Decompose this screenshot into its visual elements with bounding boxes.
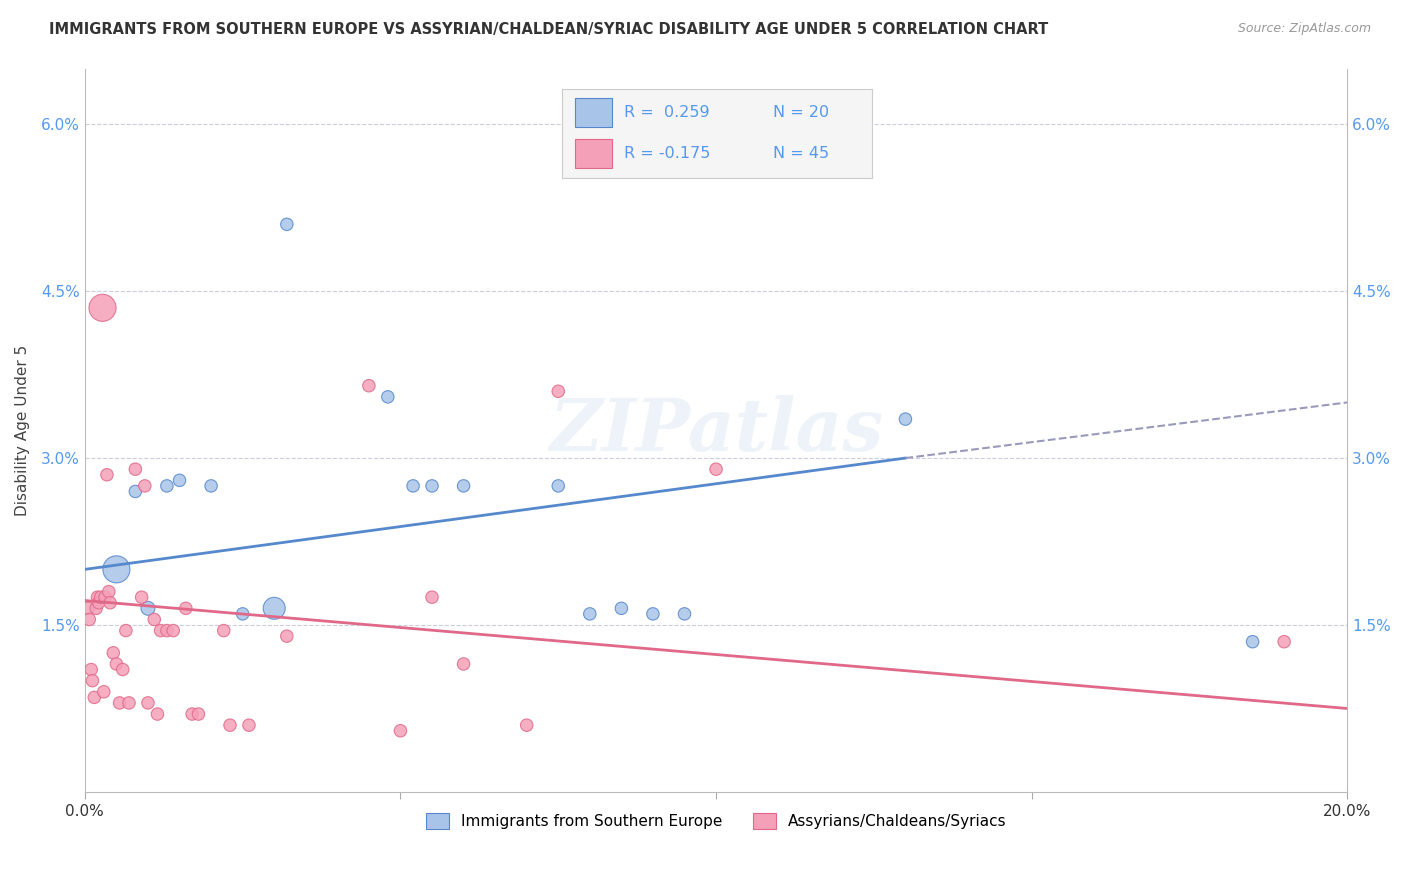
Point	[149, 624, 172, 638]
Point	[276, 217, 298, 231]
Point	[453, 479, 475, 493]
Point	[96, 467, 118, 482]
Point	[84, 601, 107, 615]
Text: Source: ZipAtlas.com: Source: ZipAtlas.com	[1237, 22, 1371, 36]
Point	[704, 462, 727, 476]
Point	[87, 596, 110, 610]
Point	[219, 718, 242, 732]
Point	[377, 390, 399, 404]
Point	[174, 601, 197, 615]
Point	[169, 473, 191, 487]
Point	[1272, 634, 1295, 648]
Point	[673, 607, 696, 621]
Point	[105, 562, 128, 576]
Point	[91, 301, 114, 315]
Point	[200, 479, 222, 493]
Point	[420, 590, 443, 604]
Point	[357, 378, 380, 392]
Text: R =  0.259: R = 0.259	[624, 105, 710, 120]
Point	[547, 384, 569, 399]
FancyBboxPatch shape	[575, 98, 612, 127]
Point	[156, 479, 179, 493]
Point	[516, 718, 538, 732]
Point	[232, 607, 254, 621]
Point	[402, 479, 425, 493]
Point	[115, 624, 138, 638]
Legend: Immigrants from Southern Europe, Assyrians/Chaldeans/Syriacs: Immigrants from Southern Europe, Assyria…	[419, 806, 1012, 835]
Point	[578, 607, 600, 621]
Point	[156, 624, 179, 638]
Text: N = 20: N = 20	[773, 105, 830, 120]
Point	[111, 663, 134, 677]
Point	[97, 584, 120, 599]
Point	[103, 646, 125, 660]
Point	[1241, 634, 1264, 648]
Point	[389, 723, 412, 738]
Point	[276, 629, 298, 643]
Text: ZIPatlas: ZIPatlas	[548, 395, 883, 466]
Point	[187, 707, 209, 722]
Point	[124, 462, 146, 476]
Point	[263, 601, 285, 615]
Point	[453, 657, 475, 671]
Point	[131, 590, 153, 604]
Point	[86, 590, 108, 604]
Point	[162, 624, 184, 638]
Text: N = 45: N = 45	[773, 146, 830, 161]
Point	[83, 690, 105, 705]
Point	[610, 601, 633, 615]
Point	[146, 707, 169, 722]
Point	[143, 612, 166, 626]
Point	[641, 607, 664, 621]
Point	[80, 663, 103, 677]
Point	[77, 612, 100, 626]
Point	[93, 685, 115, 699]
Point	[238, 718, 260, 732]
Point	[212, 624, 235, 638]
Point	[94, 590, 117, 604]
Point	[105, 657, 128, 671]
Point	[134, 479, 156, 493]
Point	[181, 707, 204, 722]
Point	[124, 484, 146, 499]
Point	[90, 590, 112, 604]
Point	[108, 696, 131, 710]
Point	[136, 696, 159, 710]
Y-axis label: Disability Age Under 5: Disability Age Under 5	[15, 344, 30, 516]
Point	[547, 479, 569, 493]
Point	[98, 596, 121, 610]
FancyBboxPatch shape	[575, 139, 612, 168]
Point	[118, 696, 141, 710]
Text: IMMIGRANTS FROM SOUTHERN EUROPE VS ASSYRIAN/CHALDEAN/SYRIAC DISABILITY AGE UNDER: IMMIGRANTS FROM SOUTHERN EUROPE VS ASSYR…	[49, 22, 1049, 37]
Point	[82, 673, 104, 688]
Point	[894, 412, 917, 426]
Point	[420, 479, 443, 493]
Text: R = -0.175: R = -0.175	[624, 146, 710, 161]
Point	[136, 601, 159, 615]
Point	[77, 601, 100, 615]
